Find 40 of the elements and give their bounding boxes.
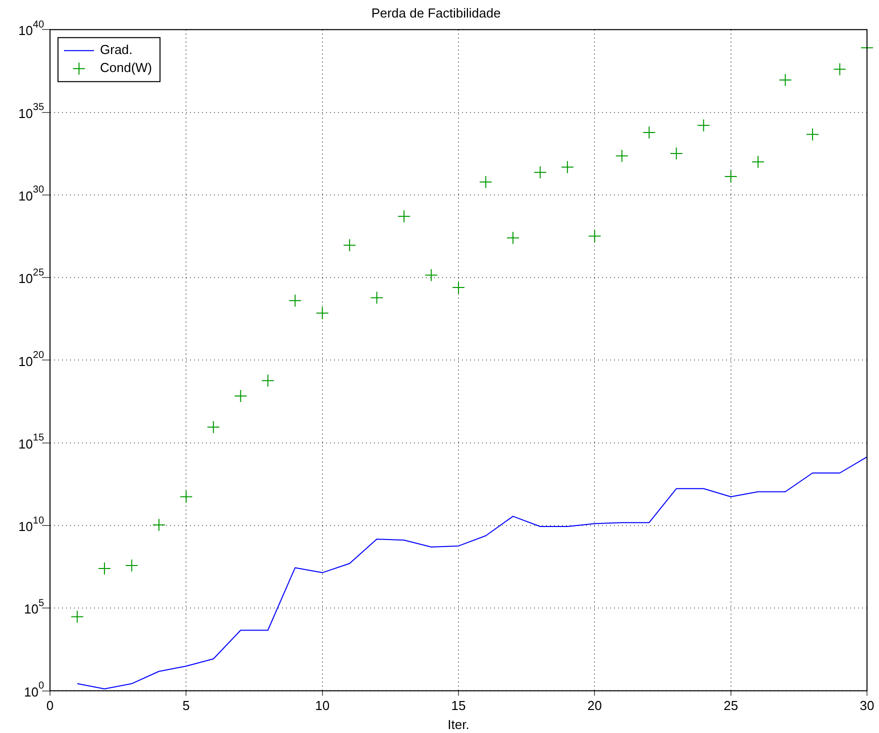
x-tick-label: 5 (182, 698, 190, 714)
point (778, 73, 792, 86)
point (234, 390, 248, 403)
point (125, 559, 138, 572)
x-tick-label: 20 (587, 698, 602, 714)
x-tick-label: 10 (315, 698, 330, 714)
point (343, 238, 356, 252)
point (806, 128, 820, 141)
point (288, 294, 302, 308)
point (697, 118, 710, 132)
x-tick-label: 15 (451, 698, 466, 714)
point (261, 374, 274, 388)
point (615, 149, 628, 162)
point (752, 155, 765, 168)
legend-label: Grad. (100, 42, 133, 58)
point (98, 562, 111, 576)
point (206, 420, 220, 434)
point (452, 281, 465, 294)
point (180, 490, 193, 504)
legend-label: Cond(W) (100, 60, 152, 76)
point (833, 62, 846, 76)
point (506, 231, 520, 244)
point (152, 518, 166, 532)
x-tick-label: 0 (46, 698, 54, 714)
point (424, 268, 438, 282)
x-axis-title: Iter. (448, 716, 470, 732)
point (370, 291, 384, 304)
point (670, 146, 683, 160)
point (70, 610, 84, 624)
point (398, 210, 411, 223)
point (724, 170, 738, 183)
point (534, 166, 547, 179)
point (479, 176, 492, 189)
x-tick-label: 25 (724, 698, 738, 714)
chart-title: Perda de Factibilidade (371, 5, 501, 20)
point (560, 160, 574, 174)
point (316, 306, 329, 320)
point (588, 230, 602, 243)
x-tick-label: 30 (860, 698, 874, 714)
point (642, 126, 656, 139)
